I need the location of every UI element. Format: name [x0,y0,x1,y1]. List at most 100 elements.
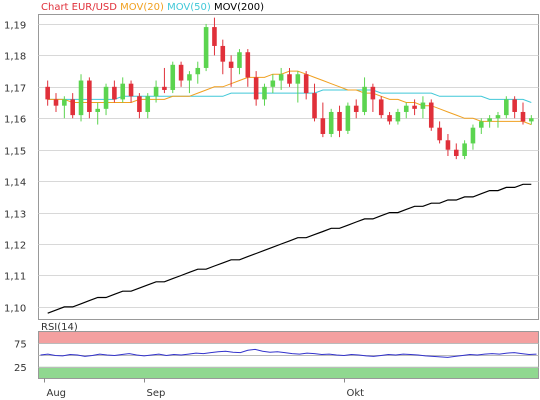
candle [145,93,151,119]
candle [495,111,501,128]
candle [420,96,426,119]
y-tick-label: 1,13 [4,210,26,221]
y-tick-label: 1,15 [4,147,26,158]
candle-body [420,102,426,109]
candle-body [295,74,301,84]
rsi-line-layer [40,348,537,358]
candle-body [320,118,326,134]
candle [162,67,167,94]
candle [45,80,50,106]
candle-body [512,99,517,112]
candle-body [312,93,317,119]
candle [270,74,276,94]
candle-body [270,80,276,87]
candle [178,61,184,87]
rsi-axis-ticks: 75 25 [14,339,27,374]
x-tick-label: Sep [147,388,166,399]
candle-body [237,52,242,68]
candle-body [378,99,384,116]
y-tick-label: 1,17 [4,84,26,95]
candle-body [137,96,142,112]
candle [353,99,359,119]
candle-body [95,108,100,112]
candle [120,77,126,103]
candle-body [453,149,459,156]
candle [78,74,84,122]
candle [412,99,417,116]
candle-body [45,86,50,100]
candle-body [470,127,476,144]
candle [187,71,192,94]
candle [345,102,351,134]
candle [212,17,217,56]
y-tick-label: 1,18 [4,52,26,63]
candle [278,67,284,90]
candle-body [529,118,534,122]
candle-body [428,102,434,128]
candlestick-series [45,17,534,160]
candle-body [353,105,359,112]
candle-body [287,74,292,84]
candle-body [303,74,309,94]
candle-body [87,80,92,112]
candle [479,118,484,134]
candle [203,23,209,72]
candle-body [445,140,451,150]
candle [453,143,459,160]
candle-body [120,83,126,100]
candle-body [412,105,417,109]
candle [103,83,109,116]
candle [70,93,75,119]
candle [395,108,401,125]
candle [95,102,100,125]
y-tick-label: 1,19 [4,21,26,32]
candle-body [520,111,526,122]
candle [287,67,292,87]
candle [262,83,267,106]
candle [428,99,434,131]
rsi-oversold-zone [39,366,538,378]
candle-body [70,99,75,116]
candle [445,133,451,156]
candle-body [62,99,67,106]
main-plot-background [38,14,539,320]
candle [245,49,251,87]
candle-body [187,74,192,81]
candle [295,71,301,103]
candle-body [178,64,184,81]
candle-body [328,111,334,134]
candle-body [203,27,209,68]
candle [87,77,92,119]
candle [195,61,201,84]
y-axis-ticks: 1,10 1,11 1,12 1,13 1,14 1,15 1,16 1,17 1,18 1,19 [4,21,26,315]
candle-body [262,86,267,100]
candle [337,105,342,138]
candle [253,71,259,106]
candle [128,80,134,103]
main-grid [38,24,539,308]
rsi-grid [38,343,539,368]
rsi-label: RSI(14) [41,322,78,333]
candle [487,115,492,128]
candle [153,80,159,103]
ma50-line [47,89,532,103]
candle [137,93,142,119]
candle-body [387,115,392,122]
candle [228,55,234,87]
candle [437,121,442,144]
candle-body [103,86,109,109]
candle-body [487,118,492,122]
candle [387,111,392,125]
candle-body [362,86,367,112]
candle [512,96,517,119]
legend-ma50-label: MOV(50) [167,2,211,13]
candle [462,140,467,160]
candle [378,96,384,119]
legend-ma20-label: MOV(20) [120,2,164,13]
candle [312,83,317,122]
candle [170,61,176,94]
candle-body [278,74,284,81]
candle-body [212,27,217,46]
candle [529,115,534,125]
